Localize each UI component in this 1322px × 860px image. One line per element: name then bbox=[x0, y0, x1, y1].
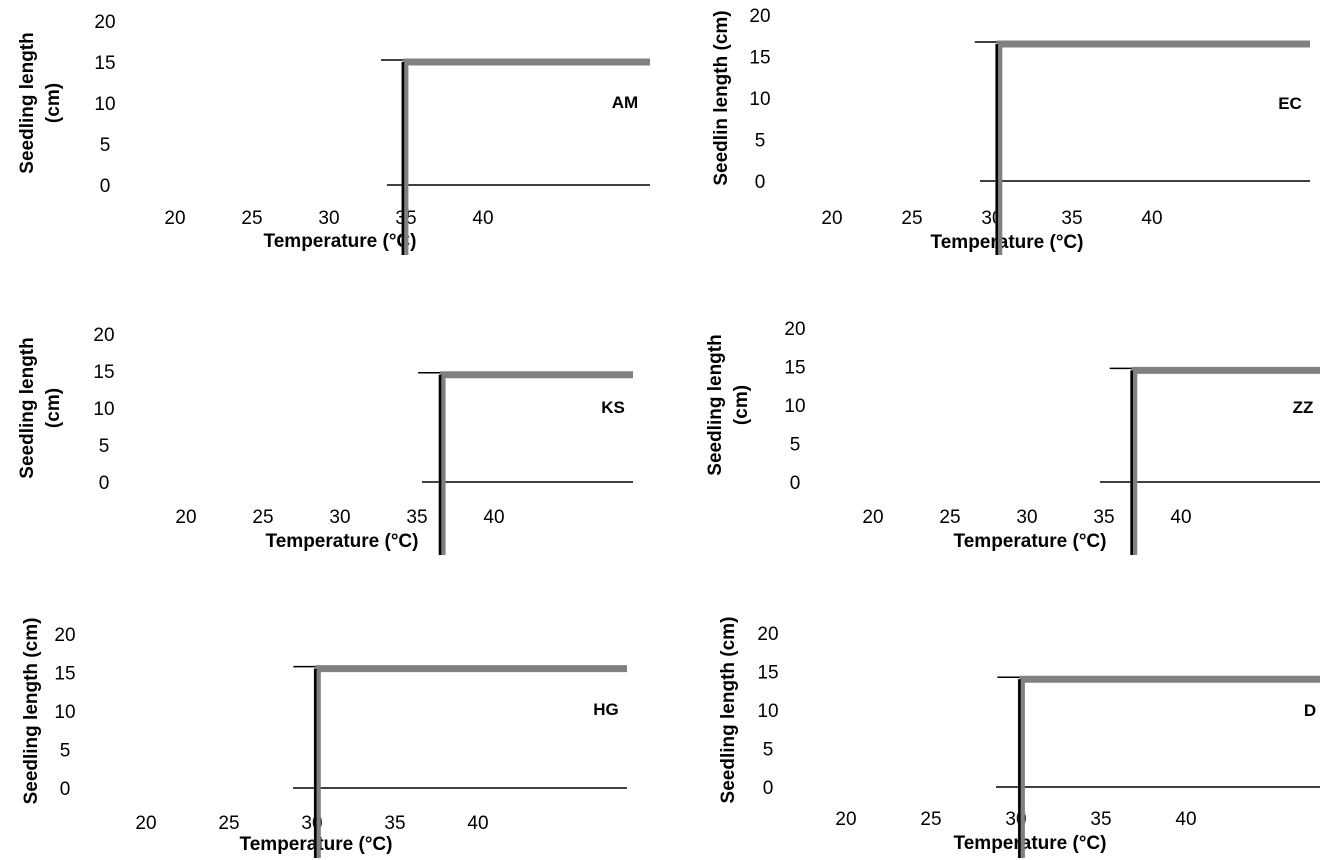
x-tick-label: 20 bbox=[835, 809, 856, 830]
y-tick-label: 10 bbox=[757, 701, 778, 722]
x-tick-label: 35 bbox=[1061, 208, 1082, 229]
x-tick-label: 25 bbox=[218, 813, 239, 834]
x-tick-label: 35 bbox=[1093, 507, 1114, 528]
panel-label: EC bbox=[1278, 94, 1302, 113]
y-tick-label: 0 bbox=[755, 172, 766, 193]
x-tick-label: 40 bbox=[472, 208, 493, 229]
panel-label: KS bbox=[601, 398, 625, 417]
y-tick-label: 0 bbox=[100, 176, 111, 197]
x-axis-label: Temperature (°C) bbox=[266, 531, 419, 552]
y-axis-label: (cm) bbox=[43, 388, 64, 428]
x-tick-label: 20 bbox=[175, 507, 196, 528]
y-tick-label: 20 bbox=[54, 625, 75, 646]
x-tick-label: 35 bbox=[384, 813, 405, 834]
y-tick-label: 20 bbox=[749, 6, 770, 27]
x-tick-label: 20 bbox=[135, 813, 156, 834]
y-tick-label: 20 bbox=[94, 12, 115, 33]
panel-label: HG bbox=[593, 700, 619, 719]
x-tick-label: 30 bbox=[1016, 507, 1037, 528]
y-tick-label: 20 bbox=[757, 624, 778, 645]
x-tick-label: 40 bbox=[467, 813, 488, 834]
y-tick-label: 5 bbox=[60, 741, 71, 762]
x-tick-label: 25 bbox=[252, 507, 273, 528]
y-tick-label: 15 bbox=[93, 362, 114, 383]
y-tick-label: 5 bbox=[100, 135, 111, 156]
y-tick-label: 10 bbox=[54, 702, 75, 723]
y-axis-label: Seedling length (cm) bbox=[21, 618, 42, 805]
y-tick-label: 10 bbox=[784, 396, 805, 417]
x-axis-label: Temperature (°C) bbox=[264, 231, 417, 252]
y-axis-label: Seedling length bbox=[17, 337, 38, 478]
x-tick-label: 25 bbox=[901, 208, 922, 229]
y-tick-label: 5 bbox=[790, 435, 801, 456]
y-tick-label: 15 bbox=[784, 358, 805, 379]
x-tick-label: 20 bbox=[164, 208, 185, 229]
y-axis-label: (cm) bbox=[731, 385, 752, 425]
y-tick-label: 0 bbox=[763, 778, 774, 799]
x-tick-label: 40 bbox=[1170, 507, 1191, 528]
x-axis-label: Temperature (°C) bbox=[931, 232, 1084, 253]
y-tick-label: 15 bbox=[757, 663, 778, 684]
x-tick-label: 30 bbox=[329, 507, 350, 528]
x-tick-label: 20 bbox=[862, 507, 883, 528]
x-axis-label: Temperature (°C) bbox=[954, 531, 1107, 552]
y-axis-label: Seedling length bbox=[17, 32, 38, 173]
y-tick-label: 0 bbox=[790, 473, 801, 494]
y-axis-label: Seedling length bbox=[705, 334, 726, 475]
x-tick-label: 25 bbox=[920, 809, 941, 830]
panel-label: AM bbox=[612, 93, 638, 112]
x-tick-label: 30 bbox=[318, 208, 339, 229]
y-tick-label: 5 bbox=[763, 740, 774, 761]
x-tick-label: 25 bbox=[241, 208, 262, 229]
y-tick-label: 0 bbox=[99, 473, 110, 494]
y-axis-label: Seedlin length (cm) bbox=[711, 10, 732, 185]
x-tick-label: 20 bbox=[821, 208, 842, 229]
panel-label: ZZ bbox=[1293, 398, 1314, 417]
y-tick-label: 15 bbox=[94, 53, 115, 74]
y-tick-label: 20 bbox=[93, 325, 114, 346]
y-tick-label: 10 bbox=[749, 89, 770, 110]
x-tick-label: 25 bbox=[939, 507, 960, 528]
y-tick-label: 15 bbox=[749, 48, 770, 69]
y-tick-label: 20 bbox=[784, 319, 805, 340]
x-axis-label: Temperature (°C) bbox=[954, 833, 1107, 854]
y-axis-label: Seedling length (cm) bbox=[718, 617, 739, 804]
x-tick-label: 35 bbox=[406, 507, 427, 528]
x-tick-label: 35 bbox=[1090, 809, 1111, 830]
y-tick-label: 0 bbox=[60, 779, 71, 800]
x-tick-label: 40 bbox=[1141, 208, 1162, 229]
y-tick-label: 5 bbox=[755, 131, 766, 152]
y-tick-label: 10 bbox=[93, 399, 114, 420]
y-tick-label: 15 bbox=[54, 664, 75, 685]
panel-label: D bbox=[1304, 701, 1316, 720]
x-tick-label: 40 bbox=[483, 507, 504, 528]
y-axis-label: (cm) bbox=[43, 83, 64, 123]
y-tick-label: 10 bbox=[94, 94, 115, 115]
x-tick-label: 40 bbox=[1175, 809, 1196, 830]
y-tick-label: 5 bbox=[99, 436, 110, 457]
